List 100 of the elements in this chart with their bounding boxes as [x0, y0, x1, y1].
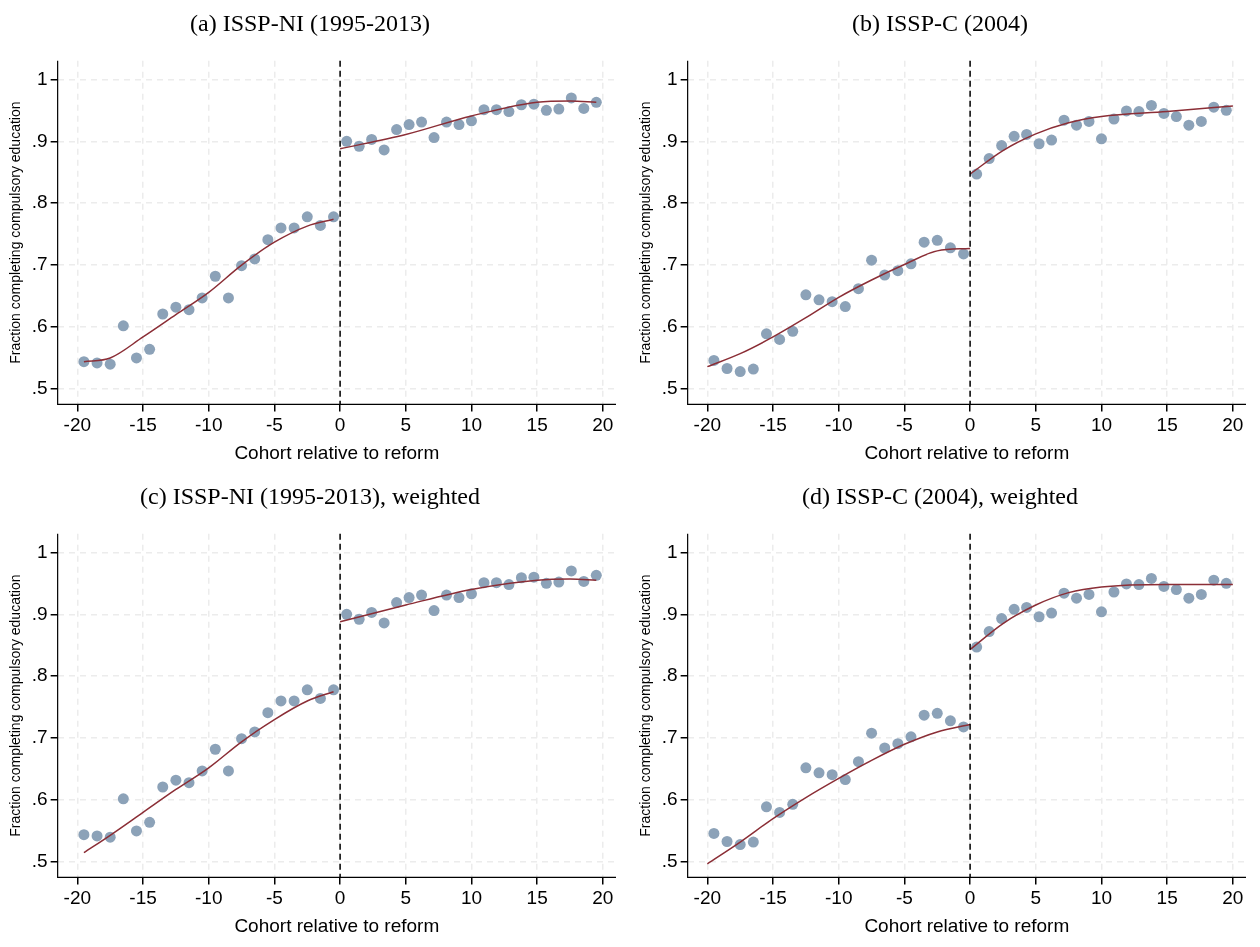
point — [1095, 133, 1107, 145]
x-tick-label: -15 — [759, 887, 787, 909]
point — [918, 709, 930, 721]
x-tick-label: -20 — [63, 887, 92, 909]
x-tick-label: 15 — [1156, 414, 1178, 436]
point — [1108, 586, 1120, 598]
point — [1095, 606, 1107, 618]
point — [931, 707, 943, 719]
y-tick-label: .5 — [31, 377, 48, 399]
point — [275, 222, 287, 234]
point — [1195, 588, 1207, 600]
x-tick-label: -20 — [63, 414, 92, 436]
point — [866, 727, 878, 739]
point — [826, 769, 838, 781]
x-tick-label: -10 — [195, 414, 223, 436]
point — [931, 234, 943, 246]
y-tick-label: .7 — [31, 253, 48, 275]
point — [341, 135, 353, 147]
y-tick-label: .9 — [31, 602, 48, 624]
x-axis-title: Cohort relative to reform — [864, 914, 1070, 936]
x-tick-label: 20 — [592, 887, 614, 909]
point — [1145, 572, 1157, 584]
chart-title: (c) ISSP-NI (1995-2013), weighted — [140, 482, 480, 509]
x-tick-label: 0 — [334, 887, 346, 909]
point — [117, 793, 129, 805]
y-tick-label: .9 — [31, 129, 48, 151]
point — [540, 577, 552, 589]
point — [1183, 592, 1195, 604]
point — [1071, 592, 1083, 604]
point — [1046, 607, 1058, 619]
x-tick-label: -15 — [129, 414, 157, 436]
point — [104, 358, 116, 370]
point — [170, 774, 182, 786]
x-tick-label: -5 — [265, 414, 283, 436]
x-tick-label: -5 — [895, 887, 913, 909]
x-tick-label: -10 — [825, 887, 853, 909]
point — [787, 325, 799, 337]
point — [78, 356, 90, 368]
x-tick-label: -5 — [895, 414, 913, 436]
x-tick-label: 15 — [526, 887, 548, 909]
y-axis-title: Fraction completing compulsory education — [7, 574, 24, 837]
point — [130, 352, 142, 364]
point — [747, 363, 759, 375]
x-tick-label: 10 — [460, 414, 483, 436]
line-series — [706, 723, 971, 865]
point — [91, 830, 103, 842]
point — [721, 835, 733, 847]
point — [117, 320, 129, 332]
chart-title: (d) ISSP-C (2004), weighted — [802, 482, 1078, 509]
point — [734, 366, 746, 378]
chart-title: (b) ISSP-C (2004) — [851, 9, 1029, 36]
point — [78, 829, 90, 841]
point — [465, 115, 477, 127]
x-axis-title: Cohort relative to reform — [864, 441, 1070, 463]
point — [852, 756, 864, 768]
point — [222, 765, 234, 777]
chart-title: (a) ISSP-NI (1995-2013) — [190, 9, 430, 36]
x-tick-label: -15 — [129, 887, 157, 909]
y-tick-label: .6 — [31, 788, 48, 810]
point — [1033, 611, 1045, 623]
point — [341, 608, 353, 620]
y-tick-label: .8 — [661, 664, 678, 686]
point — [1195, 115, 1207, 127]
x-tick-label: 5 — [1030, 887, 1042, 909]
point — [996, 613, 1008, 625]
point — [1046, 134, 1058, 146]
y-tick-label: 1 — [667, 67, 678, 89]
point — [453, 592, 465, 604]
point — [1183, 119, 1195, 131]
y-tick-label: .7 — [661, 253, 678, 275]
x-tick-label: 5 — [400, 887, 412, 909]
x-tick-label: -10 — [195, 887, 223, 909]
point — [144, 816, 156, 828]
point — [1145, 99, 1157, 111]
point — [708, 827, 720, 839]
y-tick-label: .7 — [661, 726, 678, 748]
point — [958, 248, 970, 260]
point — [996, 140, 1008, 152]
point — [1083, 588, 1095, 600]
point — [1170, 584, 1182, 596]
point — [578, 102, 590, 114]
x-tick-label: 0 — [334, 414, 346, 436]
point — [262, 234, 274, 246]
point — [747, 836, 759, 848]
point — [301, 211, 313, 223]
point — [774, 333, 786, 345]
point — [918, 236, 930, 248]
y-tick-label: .8 — [661, 191, 678, 213]
y-tick-label: .9 — [661, 129, 678, 151]
point — [403, 592, 415, 604]
point — [453, 119, 465, 131]
y-tick-label: 1 — [37, 67, 48, 89]
point — [565, 565, 577, 577]
y-tick-label: .6 — [31, 315, 48, 337]
x-tick-label: 5 — [400, 414, 412, 436]
point — [144, 343, 156, 355]
point — [378, 617, 390, 629]
point — [1170, 111, 1182, 123]
point — [800, 762, 812, 774]
x-tick-label: -20 — [693, 887, 722, 909]
